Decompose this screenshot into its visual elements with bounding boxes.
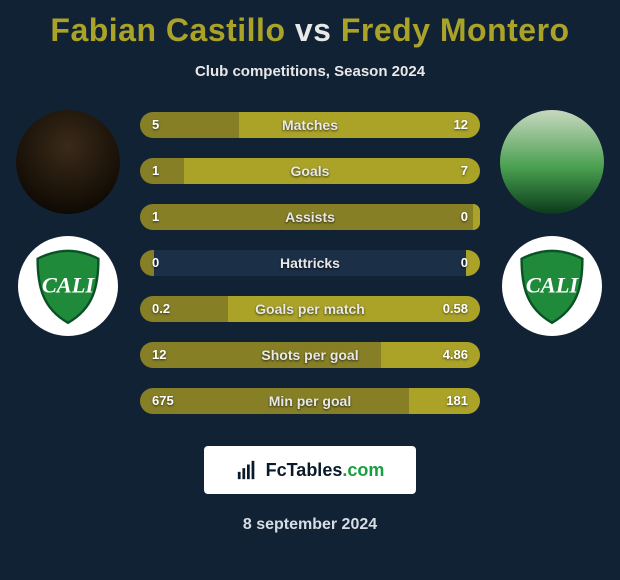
stat-label: Hattricks	[140, 250, 480, 276]
stat-label: Assists	[140, 204, 480, 230]
subtitle: Club competitions, Season 2024	[0, 63, 620, 80]
stat-label: Goals	[140, 158, 480, 184]
stat-row: 0.20.58Goals per match	[140, 296, 480, 322]
svg-text:CALI: CALI	[526, 272, 580, 297]
stat-label: Shots per goal	[140, 342, 480, 368]
stat-label: Min per goal	[140, 388, 480, 414]
player2-crest: CALI	[502, 236, 602, 336]
stat-row: 00Hattricks	[140, 250, 480, 276]
watermark: FcTables.com	[204, 446, 416, 494]
player2-name: Fredy Montero	[341, 12, 570, 48]
stat-row: 675181Min per goal	[140, 388, 480, 414]
stat-row: 124.86Shots per goal	[140, 342, 480, 368]
watermark-brand: FcTables	[266, 460, 343, 481]
crest-icon: CALI	[28, 246, 108, 326]
page-title: Fabian Castillo vs Fredy Montero	[0, 0, 620, 49]
player1-name: Fabian Castillo	[50, 12, 285, 48]
svg-text:CALI: CALI	[42, 272, 96, 297]
avatar-placeholder	[500, 110, 604, 214]
stat-label: Goals per match	[140, 296, 480, 322]
stat-row: 10Assists	[140, 204, 480, 230]
watermark-tld: .com	[342, 460, 384, 481]
bars-container: 512Matches 17Goals 10Assists 00Hattricks 0.2…	[140, 112, 480, 434]
vs-text: vs	[295, 12, 332, 48]
stat-row: 512Matches	[140, 112, 480, 138]
stat-label: Matches	[140, 112, 480, 138]
player2-avatar	[500, 110, 604, 214]
chart-icon	[236, 459, 258, 481]
stat-row: 17Goals	[140, 158, 480, 184]
player1-avatar	[16, 110, 120, 214]
player1-crest: CALI	[18, 236, 118, 336]
crest-icon: CALI	[512, 246, 592, 326]
date-text: 8 september 2024	[0, 516, 620, 534]
avatar-placeholder	[16, 110, 120, 214]
